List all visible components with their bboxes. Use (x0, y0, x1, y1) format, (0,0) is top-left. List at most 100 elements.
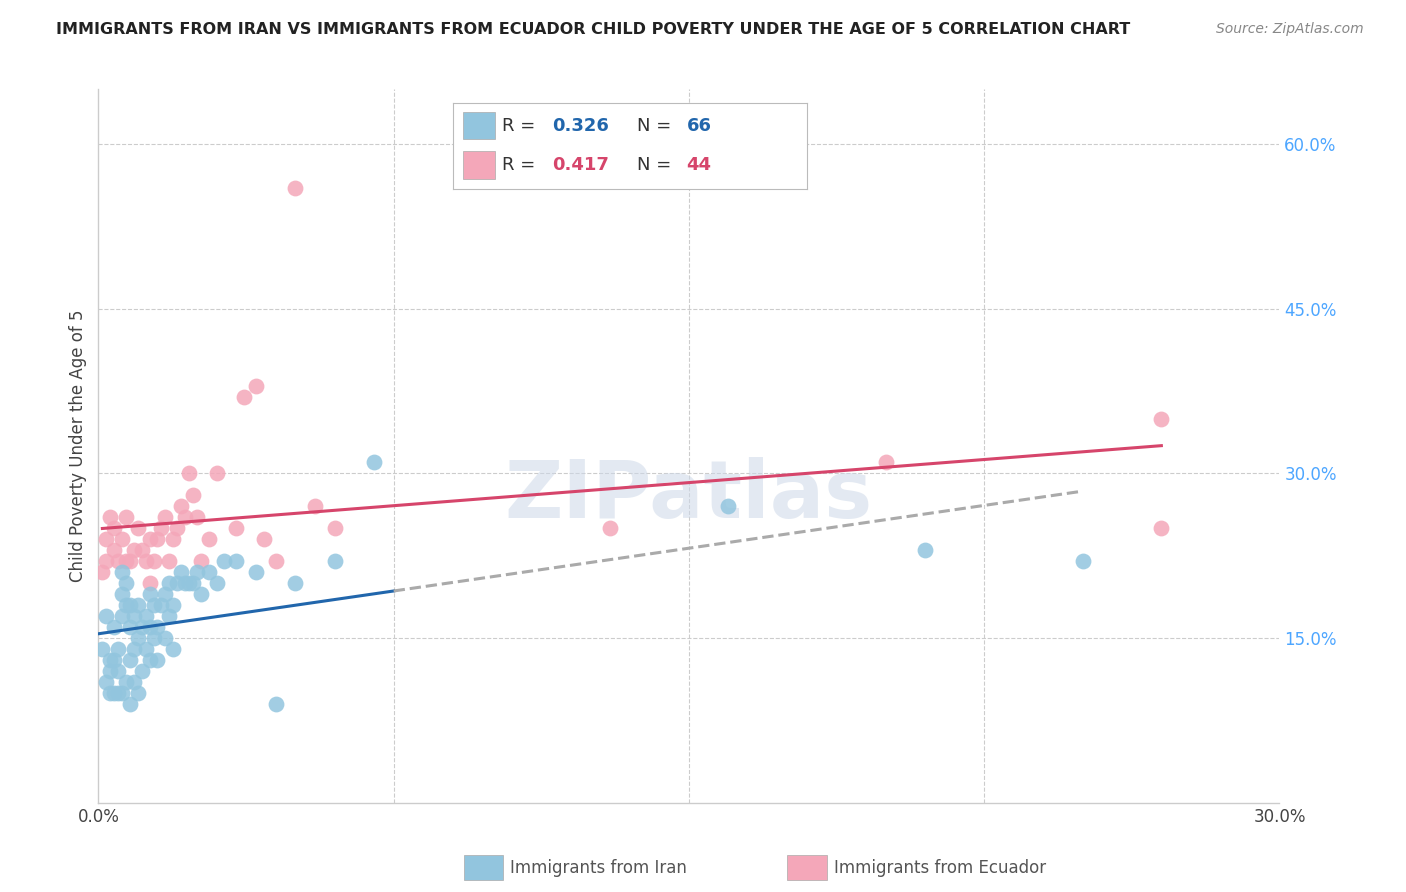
Point (138, 576, 160, 591)
Point (115, 598, 138, 612)
Y-axis label: Child Poverty Under the Age of 5: Child Poverty Under the Age of 5 (69, 310, 87, 582)
Point (111, 566, 134, 580)
Point (284, 181, 307, 195)
Point (135, 642, 157, 657)
Point (131, 664, 153, 678)
Point (122, 642, 145, 657)
Point (181, 488, 204, 502)
Point (131, 543, 153, 558)
Point (205, 467, 228, 481)
Point (190, 554, 212, 568)
Point (107, 686, 129, 700)
Point (111, 686, 134, 700)
Point (174, 576, 197, 591)
Point (170, 566, 193, 580)
Point (157, 576, 180, 591)
Point (115, 554, 138, 568)
Point (115, 675, 138, 690)
Point (135, 554, 157, 568)
Point (146, 653, 169, 667)
Point (98, 510, 121, 524)
Point (96, 533, 118, 547)
Point (155, 587, 177, 601)
Point (233, 390, 256, 404)
Point (98, 686, 121, 700)
Point (107, 554, 129, 568)
Point (103, 543, 125, 558)
Point (914, 543, 936, 558)
Point (146, 620, 169, 634)
Point (1150, 411, 1173, 425)
Point (150, 598, 173, 612)
Text: Source: ZipAtlas.com: Source: ZipAtlas.com (1216, 22, 1364, 37)
Point (205, 576, 228, 591)
Point (118, 554, 141, 568)
Point (323, 521, 346, 535)
Point (717, 500, 740, 514)
Text: Immigrants from Iran: Immigrants from Iran (510, 859, 688, 877)
Point (96, 675, 118, 690)
Point (103, 653, 125, 667)
Text: ZIPatlas: ZIPatlas (505, 457, 873, 535)
Point (197, 566, 219, 580)
Point (127, 631, 149, 645)
Point (96, 554, 118, 568)
Point (162, 642, 184, 657)
Point (177, 576, 200, 591)
Point (127, 521, 149, 535)
Point (363, 455, 385, 469)
Point (323, 554, 346, 568)
Point (103, 620, 125, 634)
Point (127, 598, 149, 612)
Point (98, 653, 121, 667)
Point (91, 642, 114, 657)
Point (599, 521, 621, 535)
Point (155, 510, 177, 524)
Point (115, 510, 138, 524)
Point (150, 521, 173, 535)
Point (138, 620, 160, 634)
Point (98, 664, 121, 678)
Point (304, 500, 326, 514)
Point (103, 686, 125, 700)
Point (170, 500, 193, 514)
Point (96, 609, 118, 624)
Point (142, 554, 165, 568)
Point (122, 543, 145, 558)
Point (138, 653, 160, 667)
Point (157, 609, 180, 624)
Point (118, 620, 141, 634)
Point (103, 521, 125, 535)
Text: Immigrants from Ecuador: Immigrants from Ecuador (834, 859, 1046, 877)
Point (186, 510, 208, 524)
Point (253, 533, 276, 547)
Point (138, 533, 160, 547)
Point (197, 533, 219, 547)
Point (115, 576, 138, 591)
Point (146, 533, 169, 547)
Point (91, 566, 114, 580)
Point (875, 455, 897, 469)
Point (135, 609, 157, 624)
Point (225, 554, 247, 568)
Point (166, 576, 188, 591)
Point (142, 631, 165, 645)
Point (1150, 521, 1173, 535)
Point (264, 697, 287, 711)
Point (186, 566, 208, 580)
Point (181, 576, 204, 591)
Point (118, 653, 141, 667)
Point (122, 675, 145, 690)
Point (225, 521, 247, 535)
Point (111, 609, 134, 624)
Point (284, 576, 307, 591)
Point (174, 510, 197, 524)
Point (166, 521, 188, 535)
Point (177, 467, 200, 481)
Point (157, 554, 180, 568)
Point (162, 598, 184, 612)
Point (264, 554, 287, 568)
Point (118, 598, 141, 612)
Point (131, 620, 153, 634)
Point (142, 598, 165, 612)
